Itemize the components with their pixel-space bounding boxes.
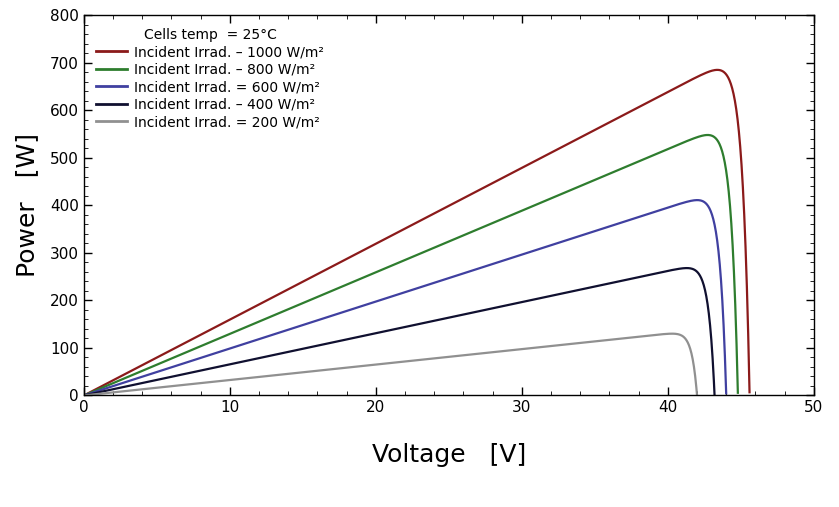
Y-axis label: Power   [W]: Power [W] xyxy=(15,133,39,277)
Legend: Incident Irrad. – 1000 W/m², Incident Irrad. – 800 W/m², Incident Irrad. = 600 W: Incident Irrad. – 1000 W/m², Incident Ir… xyxy=(91,22,330,135)
X-axis label: Voltage   [V]: Voltage [V] xyxy=(372,443,526,467)
